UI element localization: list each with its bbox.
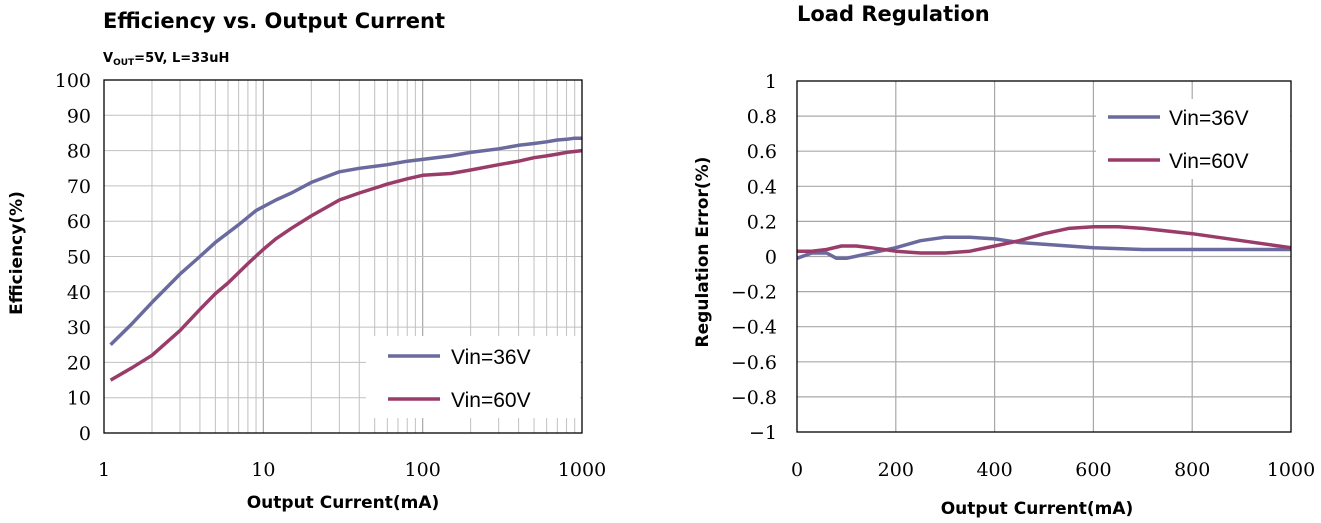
legend-label-vin36: Vin=36V <box>451 346 531 369</box>
legend: Vin=36V Vin=60V <box>366 336 580 418</box>
legend-box <box>1096 99 1290 179</box>
y-tick-label: 60 <box>67 211 91 233</box>
x-tick-label: 10 <box>251 459 275 481</box>
y-tick-label: −0.4 <box>731 317 777 339</box>
x-axis-label: Output Current(mA) <box>247 493 440 513</box>
y-tick-label: 100 <box>55 70 91 92</box>
y-tick-label: 0.2 <box>747 211 777 233</box>
y-tick-label: 0 <box>79 423 91 445</box>
y-tick-label: 1 <box>765 71 777 93</box>
x-tick-label: 1000 <box>558 459 606 481</box>
y-axis-label: Regulation Error(%) <box>693 157 713 348</box>
series-line-1 <box>797 224 1292 255</box>
chart-subtitle: VOUT=5V, L=33uH <box>103 51 229 68</box>
x-axis-label: Output Current(mA) <box>941 499 1134 519</box>
legend-box <box>366 336 580 418</box>
y-tick-label: −0.6 <box>731 352 777 374</box>
y-tick-label: 70 <box>67 176 91 198</box>
series-group <box>796 224 1292 261</box>
chart-title: Efficiency vs. Output Current <box>103 9 445 33</box>
x-tick-label: 400 <box>976 459 1012 481</box>
legend: Vin=36V Vin=60V <box>1096 99 1290 179</box>
x-tick-label: 800 <box>1174 459 1210 481</box>
y-tick-label: −0.8 <box>731 387 777 409</box>
y-tick-label: 0.6 <box>747 141 777 163</box>
y-tick-label: −0.2 <box>731 282 777 304</box>
y-tick-label: 0 <box>765 247 777 269</box>
y-tick-label: 80 <box>67 141 91 163</box>
x-tick-labels: 1 10 100 1000 <box>98 459 606 481</box>
y-tick-label: 0.8 <box>747 106 777 128</box>
x-tick-label: 200 <box>878 459 914 481</box>
y-tick-labels: 0 10 20 30 40 50 60 70 80 90 100 <box>55 70 91 445</box>
x-tick-label: 0 <box>791 459 803 481</box>
x-tick-label: 600 <box>1075 459 1111 481</box>
y-tick-label: 90 <box>67 105 91 127</box>
series-line-1 <box>109 148 583 382</box>
x-tick-label: 1 <box>98 459 110 481</box>
series-group <box>109 136 583 382</box>
plot-frame <box>103 79 583 434</box>
y-tick-label: 40 <box>67 282 91 304</box>
y-tick-label: 20 <box>67 352 91 374</box>
legend-label-vin60: Vin=60V <box>451 389 531 412</box>
y-axis-label: Efficiency(%) <box>7 191 27 315</box>
y-tick-label: 10 <box>67 388 91 410</box>
x-tick-labels: 0 200 400 600 800 1000 <box>791 459 1315 481</box>
chart-title: Load Regulation <box>797 2 990 26</box>
y-tick-labels: −1 −0.8 −0.6 −0.4 −0.2 0 0.2 0.4 0.6 0.8 1 <box>731 71 777 444</box>
y-tick-label: 0.4 <box>747 176 777 198</box>
y-tick-label: 50 <box>67 247 91 269</box>
series-line-0 <box>796 235 1291 261</box>
load-regulation-chart: Load Regulation −1 −0.8 −0.6 −0.4 −0.2 0 0.2 0.… <box>693 2 1315 519</box>
y-tick-label: −1 <box>749 422 777 444</box>
y-tick-label: 30 <box>67 317 91 339</box>
series-line-0 <box>109 136 582 347</box>
efficiency-chart: Efficiency vs. Output Current VOUT=5V, L… <box>7 9 606 513</box>
legend-label-vin36: Vin=36V <box>1169 107 1249 130</box>
legend-label-vin60: Vin=60V <box>1169 150 1249 173</box>
x-tick-label: 1000 <box>1267 459 1315 481</box>
plot-frame <box>796 80 1292 433</box>
x-tick-label: 100 <box>405 459 441 481</box>
